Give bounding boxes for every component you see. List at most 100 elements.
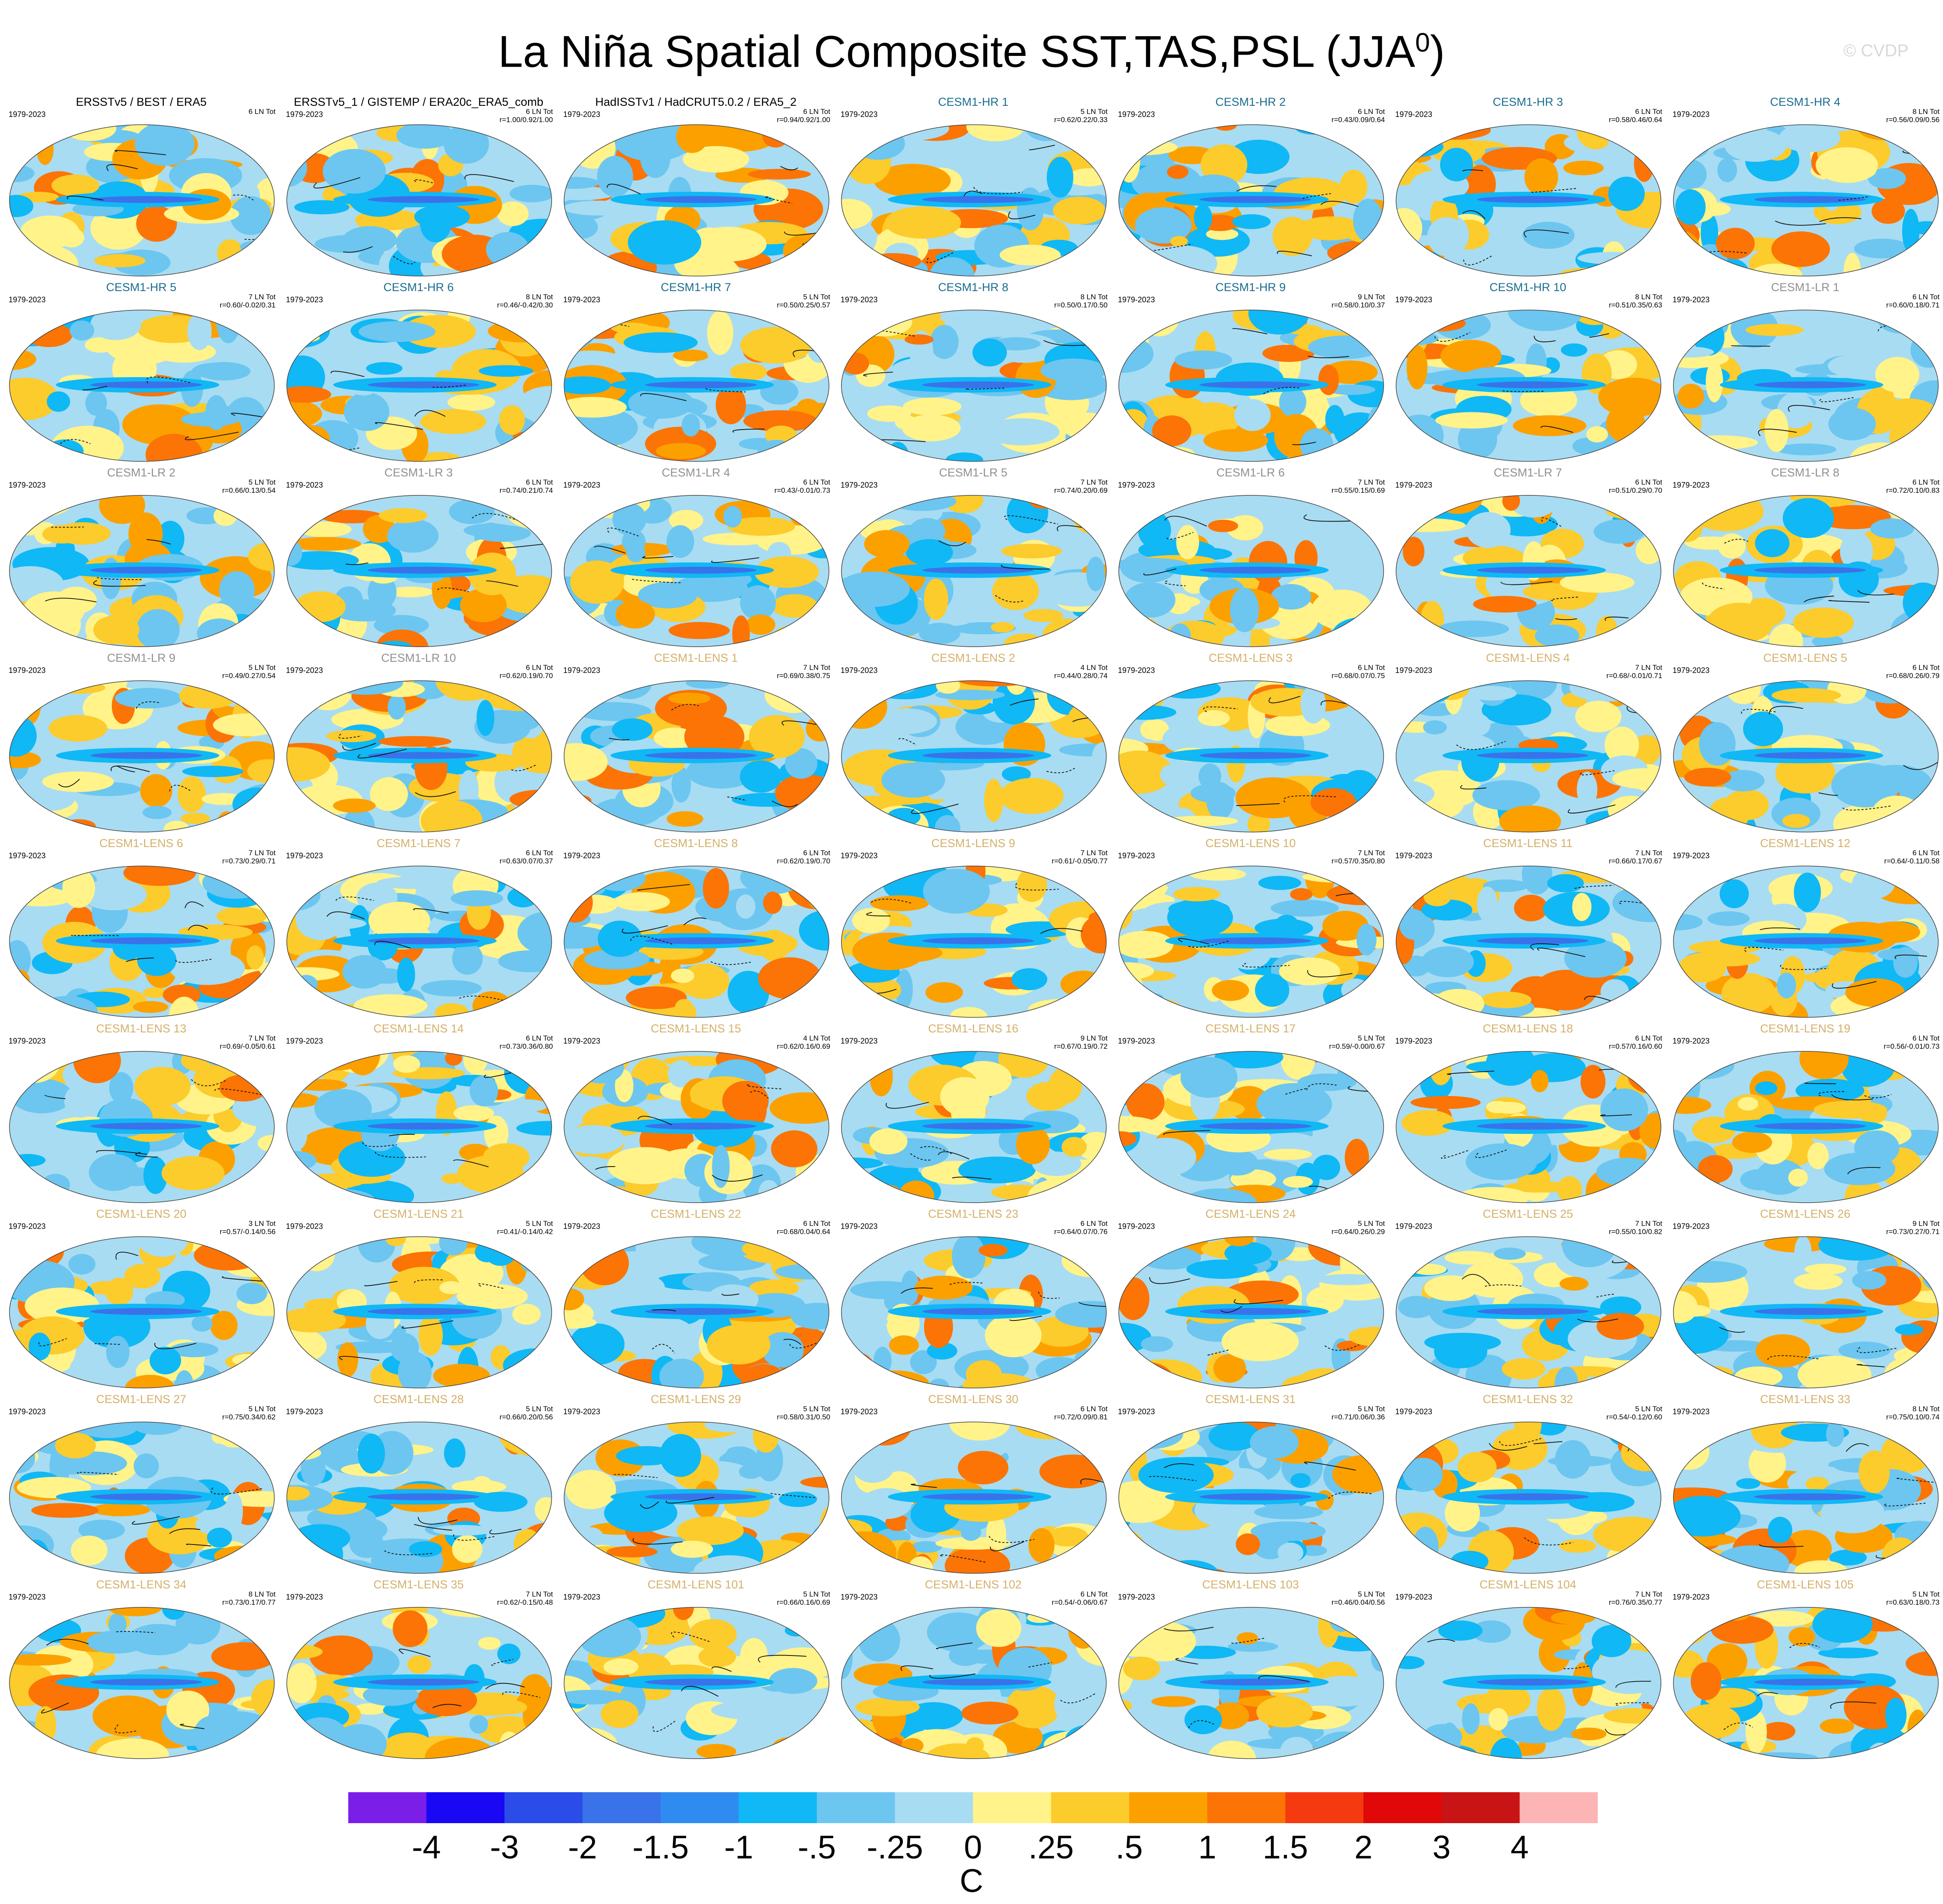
warm-anomaly bbox=[874, 164, 951, 197]
cool-anomaly bbox=[1719, 879, 1749, 909]
map-outline bbox=[841, 495, 1107, 647]
warm-anomaly bbox=[1119, 1607, 1140, 1622]
panel-title: CESM1-LR 3 bbox=[384, 466, 453, 479]
map-panel: CESM1-LENS 15 1979-2023 4 LN Tot r=0.62/0.1… bbox=[557, 1021, 835, 1206]
cool-anomaly bbox=[1706, 1422, 1724, 1433]
cool-anomaly bbox=[872, 635, 890, 647]
panel-years: 1979-2023 bbox=[1118, 666, 1155, 675]
panel-correlation: r=0.72/0.09/0.81 bbox=[1054, 1413, 1108, 1421]
warm-anomaly bbox=[1571, 1727, 1607, 1741]
cool-anomaly bbox=[234, 627, 254, 642]
warm-anomaly bbox=[414, 452, 463, 461]
cool-anomaly bbox=[1054, 1684, 1088, 1725]
cool-anomaly bbox=[342, 226, 397, 254]
map-plot bbox=[286, 1422, 552, 1574]
psl-contour bbox=[1347, 1554, 1366, 1561]
map-panel: CESM1-LR 2 1979-2023 5 LN Tot r=0.66/0.13/0… bbox=[3, 465, 280, 650]
cool-anomaly bbox=[1198, 763, 1222, 789]
panel-count: 6 LN Tot bbox=[525, 107, 553, 116]
cool-anomaly bbox=[1440, 265, 1466, 276]
anomaly-field bbox=[1119, 125, 1384, 276]
warm-anomaly bbox=[1598, 378, 1661, 417]
panel-title: CESM1-HR 10 bbox=[1489, 281, 1566, 294]
panel-title: CESM1-LENS 6 bbox=[99, 837, 184, 850]
panel-correlation: r=0.58/0.46/0.64 bbox=[1608, 116, 1662, 124]
cool-anomaly bbox=[1465, 1143, 1538, 1180]
warm-anomaly bbox=[232, 1354, 262, 1366]
psl-contour bbox=[147, 539, 171, 545]
panel-title: CESM1-LENS 31 bbox=[1205, 1393, 1296, 1406]
panel-years: 1979-2023 bbox=[286, 666, 323, 675]
map-panel: ERSSTv5 / BEST / ERA5 1979-2023 6 LN Tot bbox=[3, 95, 280, 279]
map-outline bbox=[1673, 680, 1939, 832]
warm-anomaly bbox=[841, 243, 865, 276]
warm-anomaly bbox=[870, 895, 929, 912]
map-plot bbox=[1396, 1051, 1661, 1203]
psl-contour bbox=[1277, 251, 1312, 256]
warm-anomaly bbox=[1290, 888, 1313, 901]
cool-anomaly bbox=[199, 1443, 233, 1471]
warm-anomaly bbox=[1080, 915, 1106, 954]
cool-anomaly bbox=[858, 1237, 882, 1260]
panel-count: 4 LN Tot bbox=[803, 1034, 830, 1042]
panel-years: 1979-2023 bbox=[9, 1593, 46, 1601]
warm-anomaly bbox=[290, 866, 330, 882]
cool-anomaly bbox=[1918, 639, 1938, 647]
warm-anomaly bbox=[513, 495, 550, 525]
warm-anomaly bbox=[260, 1534, 274, 1564]
warm-anomaly bbox=[1071, 310, 1106, 323]
psl-contour bbox=[374, 1152, 426, 1158]
psl-contour bbox=[871, 899, 913, 904]
warm-anomaly bbox=[1176, 525, 1199, 559]
warm-anomaly bbox=[49, 715, 107, 742]
warm-anomaly bbox=[1440, 340, 1502, 372]
cool-anomaly bbox=[1600, 979, 1629, 1004]
psl-contour bbox=[1550, 596, 1578, 601]
colorbar-swatch bbox=[504, 1792, 583, 1823]
warm-anomaly bbox=[20, 215, 80, 249]
colorbar-tick-label: -1 bbox=[724, 1829, 753, 1866]
warm-anomaly bbox=[1531, 1070, 1549, 1093]
warm-anomaly bbox=[748, 169, 811, 180]
warm-anomaly bbox=[435, 1003, 470, 1017]
map-panel: CESM1-HR 5 1979-2023 7 LN Tot r=0.60/-0.02/… bbox=[3, 280, 280, 465]
warm-anomaly bbox=[1563, 160, 1604, 175]
cool-anomaly bbox=[584, 949, 650, 970]
cool-anomaly bbox=[1290, 1473, 1311, 1488]
cool-anomaly bbox=[1124, 582, 1176, 618]
cool-anomaly bbox=[1864, 683, 1917, 703]
panel-correlation: r=0.68/0.04/0.64 bbox=[777, 1228, 830, 1236]
cool-anomaly bbox=[85, 390, 107, 416]
cold-tongue-core bbox=[90, 937, 202, 944]
cold-tongue-core bbox=[1200, 1493, 1311, 1500]
psl-contour bbox=[393, 256, 416, 264]
cool-anomaly bbox=[564, 1125, 625, 1155]
cool-anomaly bbox=[841, 1005, 865, 1017]
cool-anomaly bbox=[1593, 519, 1645, 544]
panel-count: 5 LN Tot bbox=[803, 1405, 830, 1413]
warm-anomaly bbox=[73, 1051, 121, 1084]
map-panel: CESM1-LR 1 1979-2023 6 LN Tot r=0.60/0.18/0… bbox=[1667, 280, 1943, 465]
cold-tongue-core bbox=[90, 567, 202, 574]
panel-correlation: r=0.41/-0.14/0.42 bbox=[497, 1228, 553, 1236]
warm-anomaly bbox=[950, 1007, 988, 1017]
panel-count: 6 LN Tot bbox=[248, 107, 276, 116]
warm-anomaly bbox=[1673, 820, 1701, 832]
cool-anomaly bbox=[510, 184, 552, 203]
panel-years: 1979-2023 bbox=[1673, 666, 1710, 675]
panel-correlation: r=0.71/0.06/0.36 bbox=[1331, 1413, 1385, 1421]
warm-anomaly bbox=[703, 533, 771, 546]
cool-anomaly bbox=[1035, 1357, 1086, 1384]
panel-title: CESM1-LENS 26 bbox=[1760, 1207, 1851, 1220]
warm-anomaly bbox=[889, 1335, 919, 1355]
map-panel: CESM1-LENS 30 1979-2023 6 LN Tot r=0.72/0.0… bbox=[835, 1392, 1112, 1577]
warm-anomaly bbox=[682, 146, 749, 173]
cool-anomaly bbox=[452, 942, 483, 975]
cool-anomaly bbox=[779, 1491, 817, 1507]
psl-contour bbox=[175, 958, 212, 963]
warm-anomaly bbox=[1133, 1372, 1176, 1388]
cool-anomaly bbox=[81, 878, 147, 911]
warm-anomaly bbox=[1492, 1102, 1526, 1114]
anomaly-field bbox=[9, 1051, 274, 1203]
cool-anomaly bbox=[660, 1434, 701, 1477]
